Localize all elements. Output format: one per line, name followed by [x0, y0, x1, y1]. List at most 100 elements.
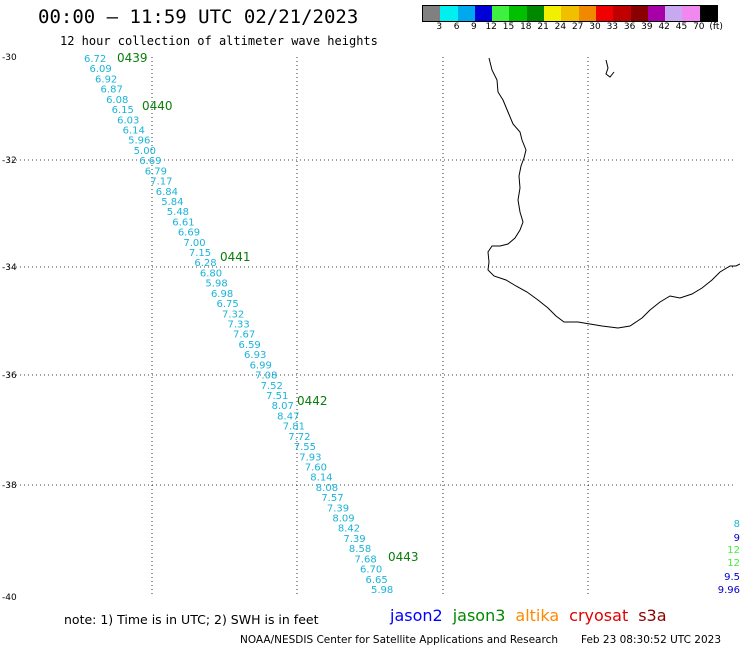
scale-label: 12: [485, 22, 497, 32]
scale-swatch: [526, 6, 545, 21]
wave-height-map: -30-32-34-36-38-40105108111114117120 6.7…: [2, 51, 740, 603]
pass-time-label: 0439: [117, 51, 148, 65]
swh-value: 7.33: [228, 320, 250, 331]
lat-label: -38: [2, 481, 17, 491]
swh-value: 6.84: [156, 187, 178, 198]
edge-swh-value: 12: [727, 545, 740, 556]
map-title: 00:00 – 11:59 UTC 02/21/2023: [38, 6, 359, 28]
satellite-legend-item: jason3: [452, 606, 506, 625]
swh-value: 6.14: [123, 125, 145, 136]
swh-value: 5.84: [161, 197, 183, 208]
edge-swh-value: 9: [734, 533, 740, 544]
swh-value: 8.58: [349, 544, 371, 555]
satellite-legend-item: s3a: [638, 606, 667, 625]
scale-label: 9: [471, 22, 477, 32]
swh-value: 5.98: [371, 585, 393, 596]
swh-value: 6.70: [360, 565, 382, 576]
swh-track-values: 6.726.096.926.876.086.156.036.145.965.00…: [84, 54, 393, 596]
pass-time-label: 0440: [142, 99, 173, 113]
edge-swh-value: 9.5: [724, 572, 740, 583]
lat-label: -32: [2, 156, 17, 166]
scale-label: 45: [675, 22, 688, 32]
scale-label: 30: [589, 22, 601, 32]
swh-value: 8.42: [338, 524, 360, 535]
swh-value: 7.67: [233, 330, 255, 341]
swh-value: 8.14: [310, 473, 332, 484]
scale-label: 3: [436, 22, 443, 32]
swh-value: 6.09: [90, 64, 112, 75]
scale-label: 18: [520, 22, 532, 32]
swh-value: 8.09: [332, 514, 354, 525]
scale-swatch: [492, 6, 510, 21]
swh-value: 6.72: [84, 54, 106, 65]
scale-swatch: [544, 6, 562, 21]
footnote: note: 1) Time is in UTC; 2) SWH is in fe…: [64, 612, 319, 627]
swh-value: 7.15: [189, 248, 211, 259]
lat-lon-grid: [8, 57, 736, 597]
swh-value: 7.60: [305, 462, 327, 473]
swh-value: 6.08: [106, 95, 128, 106]
pass-time-label: 0443: [388, 550, 419, 564]
swh-value: 8.47: [277, 411, 299, 422]
swh-value: 6.03: [117, 115, 139, 126]
map-subtitle: 12 hour collection of altimeter wave hei…: [60, 34, 378, 48]
scale-swatch: [630, 6, 648, 21]
scale-swatch: [509, 6, 527, 21]
swh-value: 7.32: [222, 309, 244, 320]
scale-swatch: [561, 6, 579, 21]
swh-value: 5.48: [167, 207, 189, 218]
scale-label: 6: [453, 22, 460, 32]
swh-value: 7.68: [354, 554, 376, 565]
swh-value: 6.59: [239, 340, 261, 351]
scale-label: 21: [537, 22, 549, 32]
scale-swatch: [699, 6, 718, 21]
lat-label: -30: [2, 53, 17, 63]
satellite-legend-item: altika: [515, 606, 560, 625]
swh-value: 6.79: [145, 166, 167, 177]
swh-value: 6.93: [244, 350, 266, 361]
lat-label: -36: [2, 371, 17, 381]
scale-swatch: [613, 6, 631, 21]
scale-swatch: [440, 6, 458, 21]
scale-swatch: [682, 6, 700, 21]
satellite-legend-item: jason2: [390, 606, 443, 625]
swh-value: 5.96: [128, 136, 150, 147]
swh-value: 7.39: [343, 534, 365, 545]
swh-value: 6.80: [200, 268, 222, 279]
swh-value: 6.99: [250, 360, 272, 371]
satellite-legend: jason2 jason3 altika cryosat s3a: [390, 606, 677, 625]
swh-value: 7.72: [288, 432, 310, 443]
scale-swatch: [647, 6, 666, 21]
swh-value: 5.00: [134, 146, 156, 157]
edge-swh-value: 9.96: [718, 585, 740, 596]
swh-value: 7.81: [283, 422, 305, 433]
edge-swh-value: 12: [727, 558, 740, 569]
lat-label: -34: [2, 263, 17, 273]
swh-value: 6.65: [365, 575, 387, 586]
satellite-legend-item: cryosat: [569, 606, 629, 625]
pass-time-labels: 0439 0440 0441 0442 0443: [117, 51, 419, 564]
swh-value: 6.75: [216, 299, 238, 310]
inland-feature: [605, 59, 615, 78]
scale-label: 15: [502, 22, 515, 32]
australia-coastline: [487, 57, 740, 329]
scale-label: 39: [641, 22, 653, 32]
pass-time-label: 0442: [297, 394, 328, 408]
scale-label: 27: [571, 22, 584, 32]
scale-swatch: [423, 6, 441, 21]
wave-height-color-scale: [422, 5, 719, 22]
scale-label: (ft): [709, 22, 723, 32]
scale-label: 70: [693, 22, 705, 32]
scale-swatch: [474, 6, 493, 21]
generation-timestamp: Feb 23 08:30:52 UTC 2023: [581, 634, 721, 646]
swh-value: 7.52: [261, 381, 283, 392]
pass-time-label: 0441: [220, 250, 251, 264]
swh-value: 8.07: [272, 401, 294, 412]
scale-label: 42: [658, 22, 670, 32]
swh-value: 6.15: [112, 105, 134, 116]
swh-value: 6.28: [194, 258, 216, 269]
swh-value: 5.98: [205, 279, 227, 290]
swh-value: 8.08: [316, 483, 338, 494]
swh-value: 7.08: [255, 371, 277, 382]
